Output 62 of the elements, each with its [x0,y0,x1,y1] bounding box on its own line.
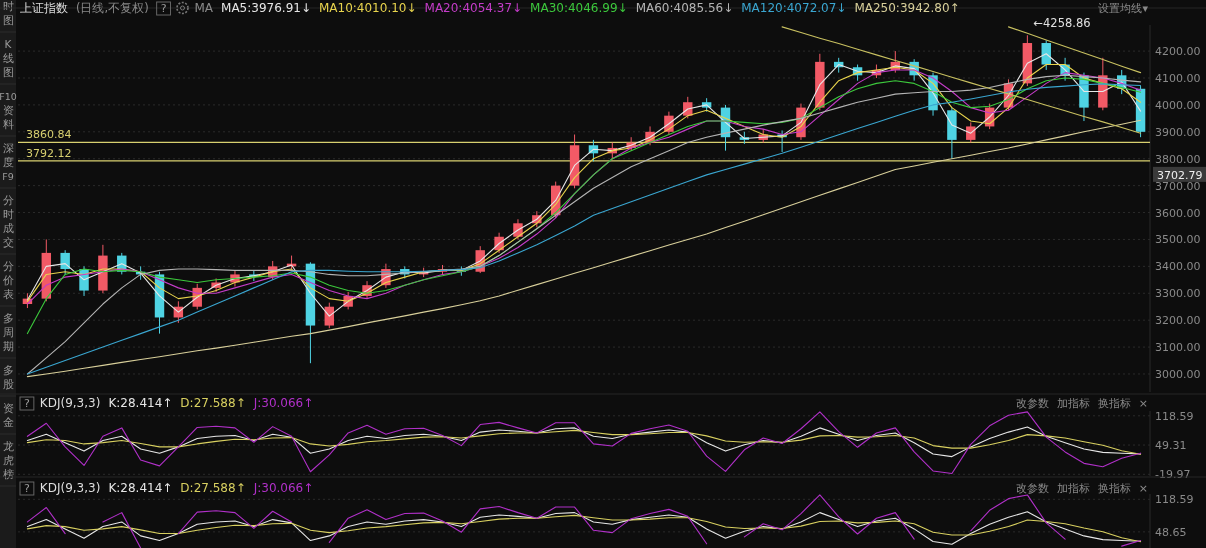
chart-subtitle: (日线,不复权) [76,1,149,15]
y-tick-label: 3900.00 [1155,125,1201,139]
text: ? [160,2,167,15]
text: MA10:4010.10↓ [318,1,417,15]
chart-title: KDJ(9,3,3) [39,481,101,495]
y-tick-label: 3000.00 [1155,367,1201,381]
annotation: ? [24,482,30,495]
y-tick-label: 3600.00 [1155,206,1201,220]
chart-title: KDJ(9,3,3) [39,396,101,410]
y-tick-label: 3500.00 [1155,233,1201,247]
text: J:30.066↑ [252,481,314,495]
text: D:27.588↑ [180,396,246,410]
y-tick-label: 49.31 [1155,439,1187,453]
y-tick-label: -19.97 [1155,468,1191,482]
text: 时图 [2,0,14,26]
y-tick-label: 118.59 [1155,409,1194,423]
text: 分时成交 [2,194,14,248]
text: K线图 [2,38,14,78]
annotation: 换指标 [1097,482,1131,495]
ref-line-label: 3860.84 [26,128,72,142]
text: MA250:3942.80↑ [854,1,960,15]
chart-title: 上证指数 [20,1,68,15]
y-tick-label: 3300.00 [1155,287,1201,301]
annotation: ←4258.86 [1033,16,1091,31]
text: K:28.414↑ [108,396,173,410]
text: MA60:4085.56↓ [635,1,734,15]
ref-line-label: 3792.12 [26,146,72,160]
y-tick-label: 3400.00 [1155,260,1201,274]
text: MA5:3976.91↓ [221,1,311,15]
text: 深度F9 [2,142,14,182]
y-tick-label: 118.59 [1155,493,1194,507]
y-tick-label: 4000.00 [1155,98,1201,112]
legend-title: MA [194,1,214,15]
y-tick-label: 4200.00 [1155,45,1201,59]
y-tick-label: 3700.00 [1155,179,1201,193]
text: F10资料 [0,91,17,130]
annotation: 改参数 [1015,482,1049,495]
text: D:27.588↑ [180,481,246,495]
text: 资金 [2,402,14,428]
y-tick-label: 3100.00 [1155,341,1201,355]
text: × [1138,397,1148,410]
text: MA30:4046.99↓ [530,1,628,15]
text: 换指标 [1097,397,1131,410]
text: 龙虎榜 [2,440,14,480]
y-tick-label: 48.65 [1155,525,1187,539]
text: ? [24,397,30,410]
text: 设置均线▾ [1098,2,1149,15]
text: 改参数 [1015,397,1049,410]
text: K:28.414↑ [108,481,173,495]
y-tick-label: 3200.00 [1155,314,1201,328]
y-tick-label: 3800.00 [1155,152,1201,166]
text: 3702.79 [1157,168,1203,182]
text: J:30.066↑ [252,396,314,410]
text: 多周期 [2,312,14,352]
text: MA20:4054.37↓ [424,1,523,15]
y-tick-label: 4100.00 [1155,72,1201,86]
annotation: × [1138,482,1148,495]
text: MA120:4072.07↓ [741,1,847,15]
text: 加指标 [1056,397,1090,410]
text: 多股 [2,364,14,390]
text: 分价表 [1,260,14,300]
annotation: 加指标 [1056,482,1090,495]
